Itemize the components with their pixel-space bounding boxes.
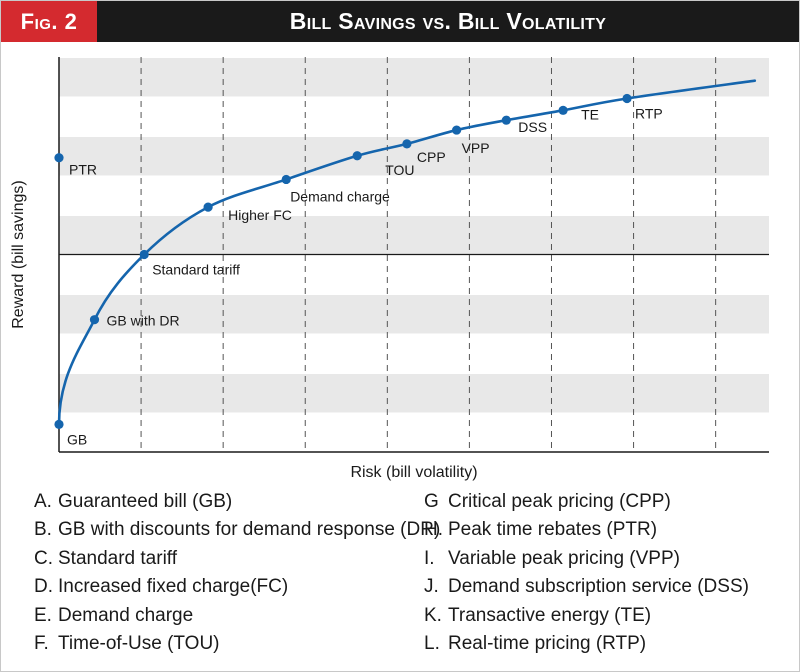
point-dss bbox=[501, 115, 511, 125]
point-rtp bbox=[622, 93, 632, 104]
point-label-demand-charge: Demand charge bbox=[290, 188, 390, 204]
grid-band bbox=[59, 216, 769, 255]
legend-item: I. Variable peak pricing (VPP) bbox=[424, 545, 749, 573]
point-label-gb-with-dr: GB with DR bbox=[107, 313, 180, 329]
grid-band bbox=[59, 137, 769, 176]
figure-header: Fig. 2 Bill Savings vs. Bill Volatility bbox=[1, 1, 799, 42]
legend-letter: H. bbox=[424, 519, 443, 541]
reward-risk-curve bbox=[57, 79, 757, 426]
legend-letter: G bbox=[424, 491, 439, 512]
legend-item: L. Real-time pricing (RTP) bbox=[424, 630, 749, 658]
point-label-ptr: PTR bbox=[69, 162, 97, 178]
grid-band bbox=[59, 58, 769, 97]
point-label-cpp: CPP bbox=[417, 149, 446, 165]
point-higher-fc bbox=[203, 202, 213, 212]
legend-item: C. Standard tariff bbox=[34, 545, 440, 573]
legend-text: Standard tariff bbox=[58, 547, 178, 569]
chart-bands bbox=[59, 58, 769, 413]
legend-item: A. Guaranteed bill (GB) bbox=[34, 488, 440, 516]
legend-letter: C. bbox=[34, 547, 53, 569]
grid-band bbox=[59, 374, 769, 413]
point-te bbox=[558, 105, 568, 115]
point-label-tou: TOU bbox=[385, 162, 414, 178]
point-demand-charge bbox=[281, 174, 291, 185]
point-tou bbox=[352, 151, 362, 161]
grid-band bbox=[59, 295, 769, 334]
legend-letter: J. bbox=[424, 576, 439, 598]
legend-text: Peak time rebates (PTR) bbox=[448, 519, 658, 541]
legend-text: Transactive energy (TE) bbox=[448, 604, 652, 626]
point-gb bbox=[54, 419, 64, 429]
legend-column-right: G Critical peak pricing (CPP) H. Peak time … bbox=[424, 488, 749, 658]
point-label-gb: GB bbox=[67, 431, 87, 447]
legend-item: H. Peak time rebates (PTR) bbox=[424, 516, 749, 544]
legend-text: Demand charge bbox=[58, 604, 194, 626]
point-label-rtp: RTP bbox=[635, 105, 663, 121]
legend-item: F. Time-of-Use (TOU) bbox=[34, 630, 440, 658]
chart-point-labels: GB GB with DR Standard tariff Higher FC Dema… bbox=[67, 105, 663, 447]
legend-text: Increased fixed charge(FC) bbox=[58, 576, 289, 598]
point-label-dss: DSS bbox=[518, 119, 547, 135]
point-cpp bbox=[402, 139, 412, 149]
legend-item: K. Transactive energy (TE) bbox=[424, 602, 749, 630]
point-vpp bbox=[452, 125, 462, 135]
legend-item: D. Increased fixed charge(FC) bbox=[34, 573, 440, 601]
legend-item: J. Demand subscription service (DSS) bbox=[424, 573, 749, 601]
legend-item: B. GB with discounts for demand response … bbox=[34, 516, 440, 544]
point-label-higher-fc: Higher FC bbox=[228, 207, 292, 223]
figure-tag: Fig. 2 bbox=[1, 1, 97, 42]
x-axis-label: Risk (bill volatility) bbox=[350, 464, 477, 481]
legend-text: Real-time pricing (RTP) bbox=[448, 632, 647, 654]
legend-letter: D. bbox=[34, 576, 53, 598]
legend-text: Time-of-Use (TOU) bbox=[58, 632, 220, 654]
point-label-vpp: VPP bbox=[462, 140, 490, 156]
point-standard-tariff bbox=[139, 249, 149, 260]
legend-item: G Critical peak pricing (CPP) bbox=[424, 488, 749, 516]
legend-letter: I. bbox=[424, 547, 435, 569]
chart-points bbox=[54, 93, 632, 429]
legend-letter: B. bbox=[34, 519, 52, 541]
legend-letter: L. bbox=[424, 632, 440, 654]
point-label-te: TE bbox=[581, 106, 599, 122]
legend-letter: E. bbox=[34, 604, 52, 626]
chart: GB GB with DR Standard tariff Higher FC Dema… bbox=[10, 57, 769, 481]
point-ptr bbox=[54, 153, 64, 163]
legend-item: E. Demand charge bbox=[34, 602, 440, 630]
legend-text: Variable peak pricing (VPP) bbox=[448, 547, 680, 569]
legend-column-left: A. Guaranteed bill (GB) B. GB with discount… bbox=[34, 488, 440, 658]
legend-text: GB with discounts for demand response (D… bbox=[58, 519, 441, 541]
legend-text: Critical peak pricing (CPP) bbox=[448, 491, 671, 512]
point-gb-with-dr bbox=[89, 315, 100, 325]
legend-text: Guaranteed bill (GB) bbox=[58, 491, 233, 512]
legend-letter: K. bbox=[424, 604, 442, 626]
legend-letter: A. bbox=[34, 491, 52, 512]
figure-title: Bill Savings vs. Bill Volatility bbox=[289, 8, 607, 34]
legend-text: Demand subscription service (DSS) bbox=[448, 576, 749, 598]
y-axis-label: Reward (bill savings) bbox=[10, 180, 27, 329]
legend-letter: F. bbox=[34, 632, 49, 654]
point-label-standard-tariff: Standard tariff bbox=[152, 262, 240, 278]
